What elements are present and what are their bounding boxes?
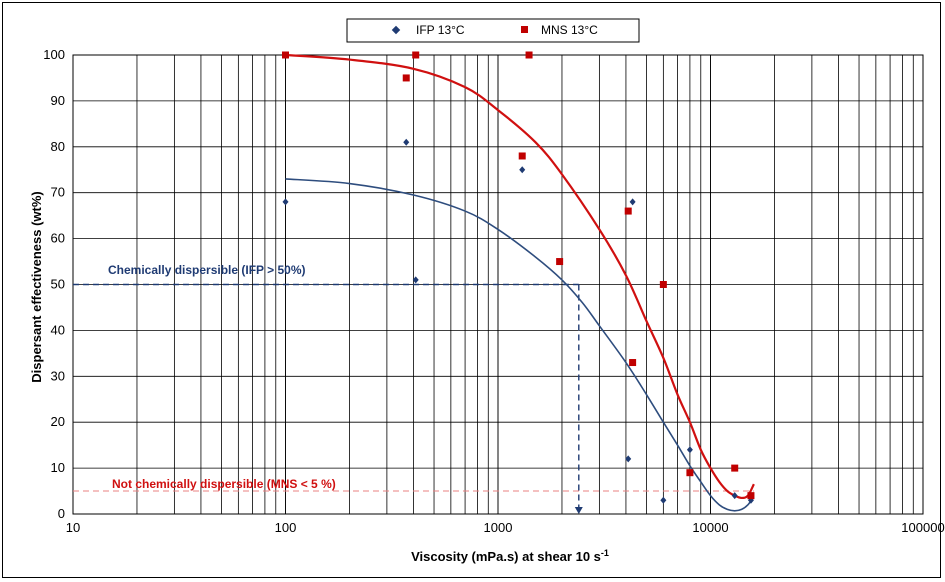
y-tick-label: 100: [43, 47, 65, 62]
ifp-data-point: [686, 446, 693, 454]
annotation-lines: [73, 283, 754, 514]
non-dispersible-label: Not chemically dispersible (MNS < 5 %): [112, 477, 336, 491]
annotation-labels: Chemically dispersible (IFP > 50%) Not ch…: [108, 263, 336, 491]
ifp-data-point: [403, 138, 410, 146]
y-tick-labels: 0 10 20 30 40 50 60 70 80 90 100: [43, 47, 65, 521]
legend-label-mns: MNS 13°C: [541, 23, 598, 37]
mns-data-point: [659, 281, 667, 288]
x-tick-labels: 10 100 1000 10000 100000: [66, 520, 945, 535]
ifp-fit-curve: [285, 178, 754, 512]
mns-data-point: [525, 51, 533, 59]
y-tick-label: 90: [51, 93, 65, 108]
ifp-data-point: [629, 198, 636, 206]
y-tick-label: 70: [51, 185, 65, 200]
mns-data-point: [686, 469, 694, 477]
legend-marker-ifp: [391, 25, 401, 35]
mns-data-point: [747, 492, 755, 500]
data-points: [282, 51, 755, 504]
legend-label-ifp: IFP 13°C: [416, 23, 465, 37]
dispersible-label: Chemically dispersible (IFP > 50%): [108, 263, 306, 277]
y-tick-label: 60: [51, 231, 65, 246]
y-tick-label: 30: [51, 368, 65, 383]
y-tick-label: 20: [51, 414, 65, 429]
mns-data-point: [624, 207, 632, 215]
mns-data-point: [402, 74, 410, 82]
x-tick-label: 100000: [901, 520, 944, 535]
legend: IFP 13°C MNS 13°C: [346, 18, 640, 43]
ifp-data-point: [519, 166, 526, 174]
mns-data-point: [282, 51, 289, 59]
mns-data-point: [518, 152, 526, 160]
y-tick-label: 80: [51, 139, 65, 154]
mns-fit-curve: [285, 53, 755, 500]
mns-data-point: [556, 258, 564, 266]
y-tick-label: 10: [51, 460, 65, 475]
x-axis-title: Viscosity (mPa.s) at shear 10 s-1: [411, 548, 609, 564]
fit-curves: [285, 53, 755, 512]
mns-data-point: [629, 359, 637, 367]
ifp-data-point: [412, 276, 419, 284]
viscosity-limit-arrow: [574, 507, 583, 514]
legend-box: [346, 18, 640, 43]
ifp-data-point: [731, 492, 738, 500]
y-tick-label: 40: [51, 322, 65, 337]
mns-data-point: [412, 51, 420, 59]
ifp-data-point: [282, 198, 289, 206]
legend-marker-mns: [521, 26, 528, 33]
x-tick-label: 10: [66, 520, 80, 535]
y-axis-title: Dispersant effectiveness (wt%): [29, 191, 44, 382]
x-tick-label: 100: [275, 520, 297, 535]
x-tick-label: 1000: [484, 520, 513, 535]
mns-data-point: [731, 464, 739, 472]
x-tick-label: 10000: [692, 520, 728, 535]
y-tick-label: 0: [58, 506, 65, 521]
ifp-data-point: [625, 455, 632, 463]
ifp-data-point: [660, 496, 667, 504]
y-tick-label: 50: [51, 277, 65, 292]
